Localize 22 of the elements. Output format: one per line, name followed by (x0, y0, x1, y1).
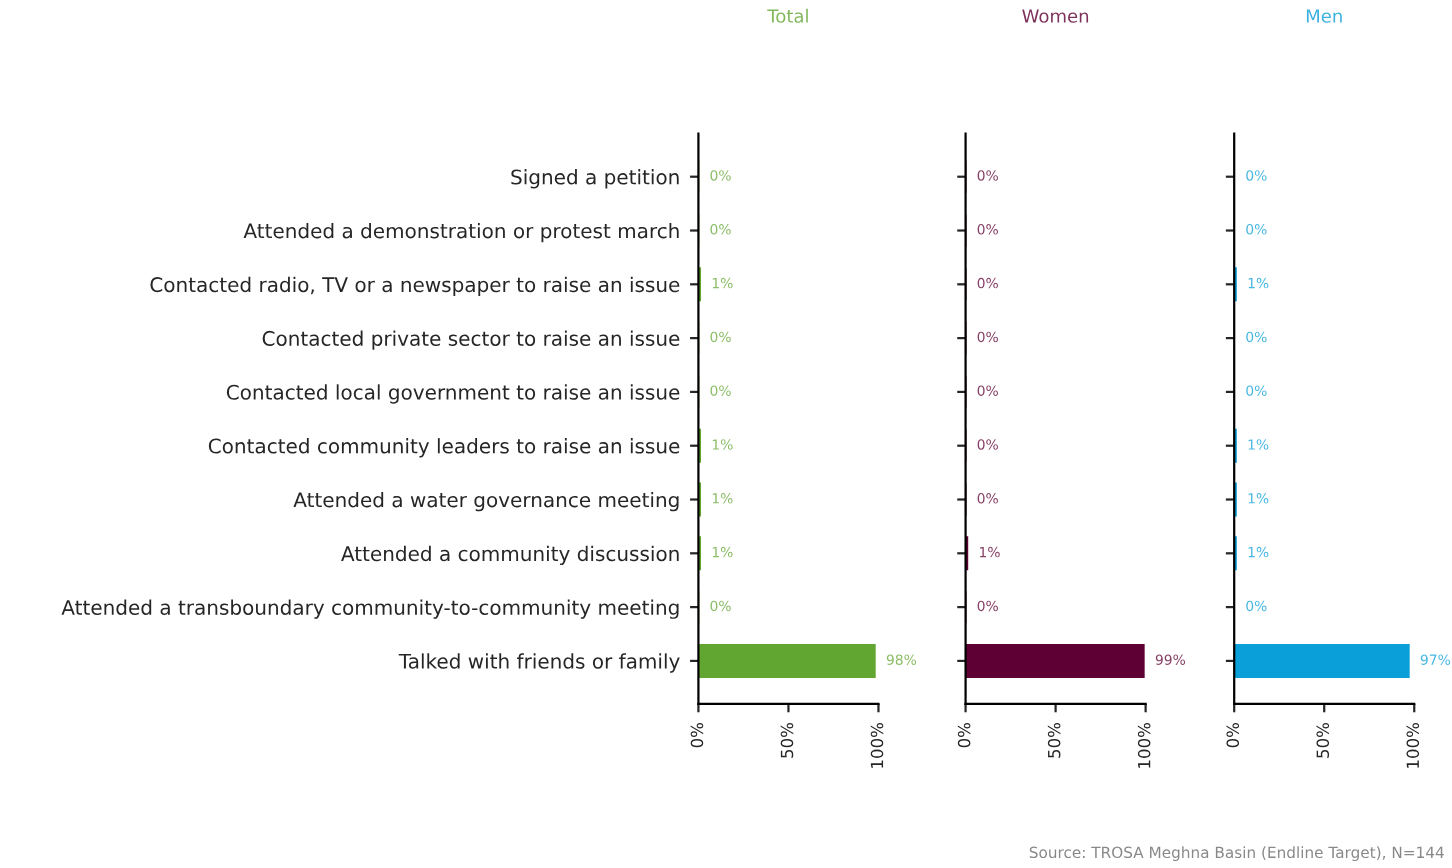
y-tick-label: Contacted private sector to raise an issue (262, 330, 680, 350)
y-tick-label: Attended a community discussion (341, 545, 679, 566)
chart-title: Women (1022, 9, 1089, 23)
x-tick-label: 50% (1316, 722, 1330, 758)
y-tick-label: Attended a water governance meeting (293, 491, 679, 512)
y-tick-label: Attended a transboundary community-to-community meeting (61, 599, 679, 619)
x-tick-label: 0% (690, 722, 704, 748)
y-tick-label: Contacted radio, TV or a newspaper to raise an issue (150, 276, 680, 297)
x-tick-label: 100% (1406, 722, 1420, 768)
y-tick-label: Contacted local government to raise an issue (226, 384, 680, 404)
y-tick-label: Contacted community leaders to raise an issue (208, 438, 680, 458)
x-tick-label: 100% (870, 722, 884, 768)
x-tick-label: 0% (957, 722, 971, 748)
y-tick-label: Attended a demonstration or protest march (243, 222, 679, 243)
x-tick-label: 100% (1137, 722, 1151, 768)
chart-title: Men (1306, 9, 1342, 23)
y-tick-label: Signed a petition (511, 169, 679, 189)
x-tick-label: 50% (780, 722, 794, 758)
chart-title: Total (767, 8, 808, 23)
x-tick-label: 0% (1226, 722, 1240, 748)
x-tick-label: 50% (1047, 722, 1061, 758)
y-tick-label: Talked with friends or family (398, 653, 680, 673)
